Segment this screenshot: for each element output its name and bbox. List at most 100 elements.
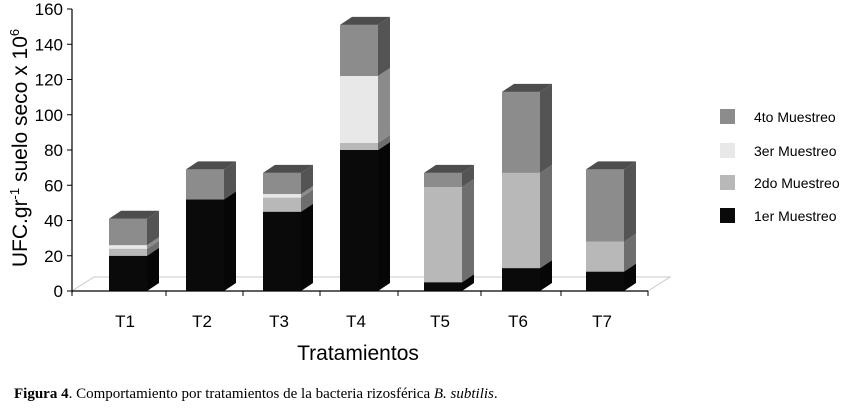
legend-label-4to-muestreo: 4to Muestreo bbox=[754, 109, 836, 125]
y-axis: 0 20 40 60 80 100 120 140 160 bbox=[35, 0, 73, 301]
bar-top bbox=[186, 161, 236, 170]
bar-segment-4to-muestreo bbox=[424, 172, 462, 188]
x-tick-label: T1 bbox=[115, 312, 135, 331]
bar-segment-2do-muestreo bbox=[502, 172, 540, 269]
y-tick-label: 140 bbox=[35, 35, 63, 54]
bar-top bbox=[109, 210, 159, 219]
bar-stack-t5 bbox=[424, 164, 474, 291]
bar-segment-1er-muestreo bbox=[586, 271, 624, 291]
y-axis-title-main: UFC.gr bbox=[9, 199, 32, 267]
bar-segment-1er-muestreo bbox=[186, 199, 224, 291]
bar-segment-1er-muestreo bbox=[263, 211, 301, 291]
bar-segment-4to-muestreo bbox=[109, 218, 147, 246]
legend-label-1er-muestreo: 1er Muestreo bbox=[754, 208, 837, 224]
legend: 4to Muestreo 3er Muestreo 2do Muestreo 1er … bbox=[720, 109, 840, 224]
caption-text: . Comportamiento por tratamientos de la … bbox=[68, 386, 434, 402]
bar-segment-4to-muestreo bbox=[263, 172, 301, 195]
bar-side-4to-muestreo bbox=[147, 210, 159, 246]
bar-side-4to-muestreo bbox=[224, 161, 236, 200]
x-tick-label: T2 bbox=[192, 312, 212, 331]
bar-side-2do-muestreo bbox=[378, 134, 390, 150]
legend-swatch-2do-muestreo bbox=[720, 175, 735, 190]
bar-side-4to-muestreo bbox=[301, 164, 313, 195]
legend-label-2do-muestreo: 2do Muestreo bbox=[754, 175, 840, 191]
bar-top bbox=[263, 164, 313, 173]
bar-segment-3er-muestreo bbox=[340, 75, 378, 143]
legend-label-3er-muestreo: 3er Muestreo bbox=[754, 143, 837, 159]
bar-top bbox=[502, 83, 552, 92]
y-tick-label: 100 bbox=[35, 106, 63, 125]
x-tick-label: T7 bbox=[592, 312, 612, 331]
legend-swatch-3er-muestreo bbox=[720, 143, 735, 158]
x-tick-label: T4 bbox=[346, 312, 366, 331]
bar-side-4to-muestreo bbox=[624, 161, 636, 242]
bar-side-1er-muestreo bbox=[462, 274, 474, 291]
y-axis-title-rest: suelo seco x 10 bbox=[9, 36, 32, 188]
bar-side-2do-muestreo bbox=[462, 179, 474, 283]
y-tick-label: 120 bbox=[35, 71, 63, 90]
bars-group bbox=[109, 16, 636, 291]
bar-side-3er-muestreo bbox=[301, 186, 313, 198]
bar-side-2do-muestreo bbox=[624, 233, 636, 272]
bar-side-1er-muestreo bbox=[624, 263, 636, 291]
legend-swatch-1er-muestreo bbox=[720, 208, 735, 223]
x-tick-label: T5 bbox=[430, 312, 450, 331]
bar-segment-2do-muestreo bbox=[109, 248, 147, 256]
x-tick-label: T6 bbox=[508, 312, 528, 331]
bar-top bbox=[586, 161, 636, 170]
y-tick-label: 80 bbox=[44, 141, 63, 160]
bar-segment-4to-muestreo bbox=[186, 169, 224, 200]
bar-segment-2do-muestreo bbox=[586, 241, 624, 272]
y-tick-label: 0 bbox=[54, 282, 63, 301]
y-axis-title-sup1: -1 bbox=[7, 188, 22, 200]
bar-top bbox=[424, 164, 474, 173]
bar-segment-1er-muestreo bbox=[502, 268, 540, 291]
y-axis-title: UFC.gr-1 suelo seco x 106 bbox=[7, 29, 32, 267]
bar-side-2do-muestreo bbox=[540, 164, 552, 269]
bar-side-1er-muestreo bbox=[224, 191, 236, 291]
bar-segment-2do-muestreo bbox=[263, 197, 301, 212]
bar-segment-4to-muestreo bbox=[340, 24, 378, 76]
bar-stack-t7 bbox=[586, 161, 636, 291]
bar-side-1er-muestreo bbox=[147, 247, 159, 291]
bar-side-3er-muestreo bbox=[147, 237, 159, 249]
x-tick-label: T3 bbox=[269, 312, 289, 331]
bar-stack-t1 bbox=[109, 210, 159, 291]
bar-segment-3er-muestreo bbox=[263, 194, 301, 198]
bar-side-4to-muestreo bbox=[378, 16, 390, 76]
y-axis-title-sup2: 6 bbox=[7, 29, 22, 36]
bar-segment-1er-muestreo bbox=[109, 255, 147, 291]
y-tick-label: 60 bbox=[44, 176, 63, 195]
bar-segment-2do-muestreo bbox=[424, 187, 462, 283]
bar-side-3er-muestreo bbox=[378, 67, 390, 143]
caption-species: B. subtilis bbox=[433, 386, 494, 402]
bar-side-2do-muestreo bbox=[301, 189, 313, 212]
figure-caption: Figura 4. Comportamiento por tratamiento… bbox=[14, 386, 498, 403]
bar-segment-2do-muestreo bbox=[340, 142, 378, 150]
bar-stack-t4 bbox=[340, 16, 390, 291]
y-tick-label: 160 bbox=[35, 0, 63, 19]
bar-side-1er-muestreo bbox=[540, 260, 552, 291]
bar-side-2do-muestreo bbox=[147, 240, 159, 256]
bar-stack-t2 bbox=[186, 161, 236, 291]
bar-stack-t3 bbox=[263, 164, 313, 291]
y-tick-label: 40 bbox=[44, 212, 63, 231]
bar-segment-1er-muestreo bbox=[340, 150, 378, 291]
bar-top bbox=[340, 16, 390, 25]
bar-side-1er-muestreo bbox=[378, 142, 390, 291]
y-tick-label: 20 bbox=[44, 247, 63, 266]
bar-segment-4to-muestreo bbox=[502, 91, 540, 173]
caption-label: Figura 4 bbox=[14, 386, 69, 402]
caption-end: . bbox=[493, 386, 498, 402]
bar-segment-4to-muestreo bbox=[586, 169, 624, 242]
bar-side-4to-muestreo bbox=[540, 83, 552, 173]
stacked-bar-chart: 0 20 40 60 80 100 120 140 160 T1 T2 T3 T4 T5 T6 T7 4to… bbox=[7, 0, 840, 365]
bar-segment-3er-muestreo bbox=[109, 245, 147, 249]
x-axis-title: Tratamientos bbox=[297, 342, 419, 365]
bar-side-1er-muestreo bbox=[301, 203, 313, 291]
bar-segment-1er-muestreo bbox=[424, 282, 462, 291]
legend-swatch-4to-muestreo bbox=[720, 109, 735, 124]
x-axis: T1 T2 T3 T4 T5 T6 T7 bbox=[71, 290, 649, 331]
bar-side-4to-muestreo bbox=[462, 164, 474, 188]
bar-stack-t6 bbox=[502, 83, 552, 291]
